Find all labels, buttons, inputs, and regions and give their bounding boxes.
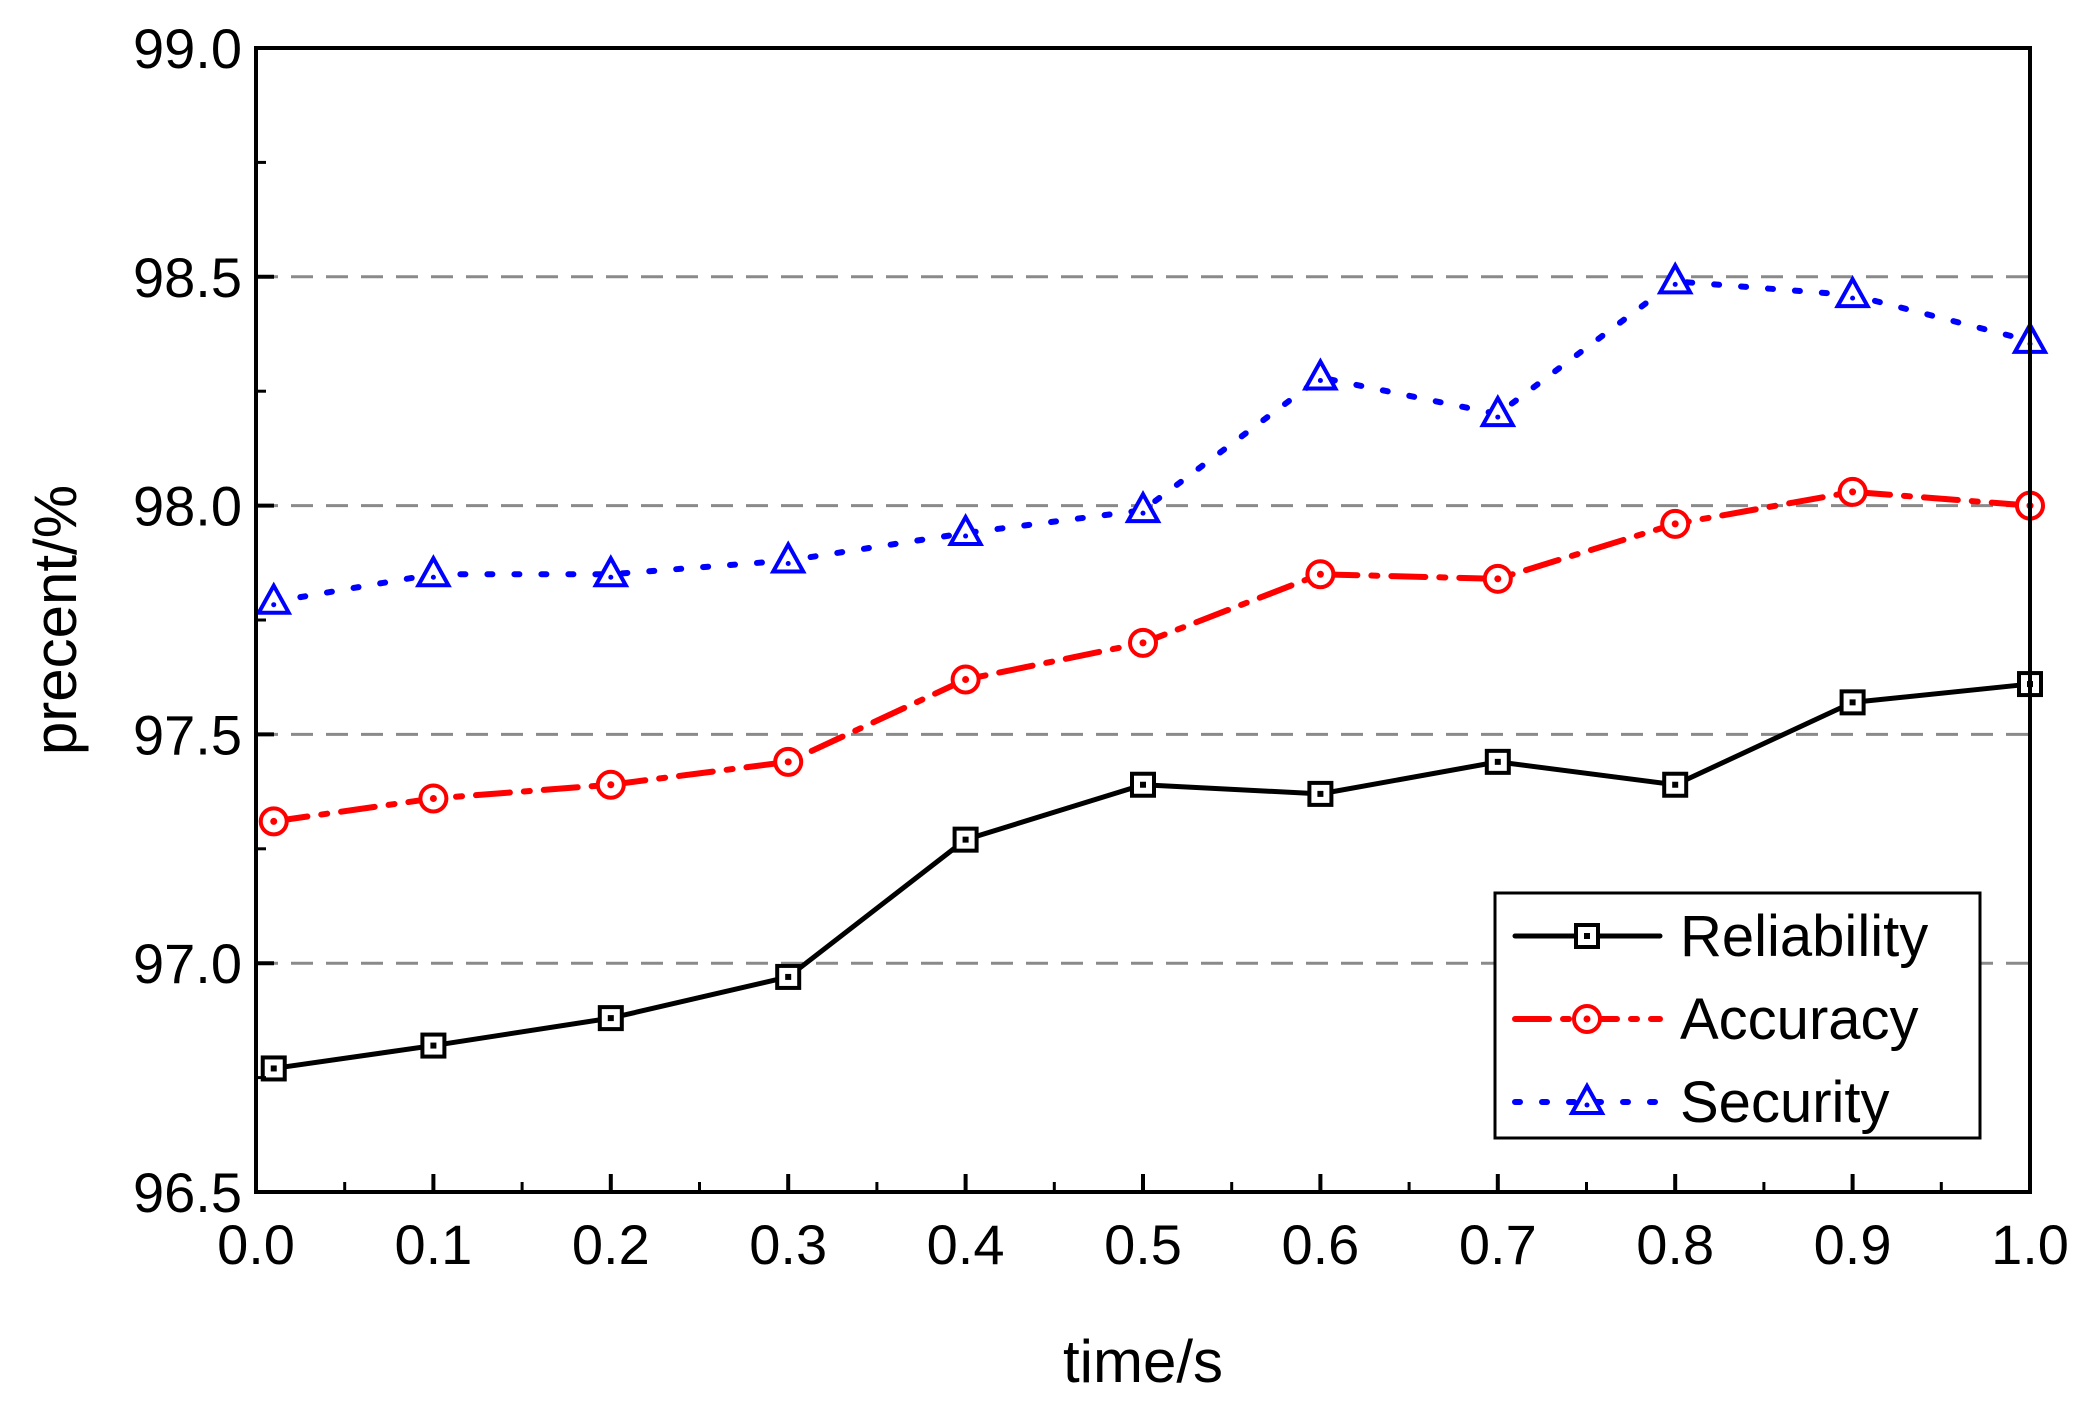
data-point-security-center (430, 574, 436, 580)
data-point-security-center (1850, 295, 1856, 301)
x-tick-label: 0.6 (1281, 1213, 1359, 1276)
legend-label-accuracy: Accuracy (1680, 987, 1919, 1052)
x-tick-label: 0.5 (1104, 1213, 1182, 1276)
data-point-reliability-center (785, 973, 792, 980)
series-accuracy (258, 476, 2045, 837)
data-point-security-center (1672, 281, 1678, 287)
x-tick-label: 0.7 (1459, 1213, 1537, 1276)
gridlines (256, 275, 2030, 965)
data-point-security (1834, 274, 1871, 309)
data-point-reliability-center (962, 836, 969, 843)
data-point-security (769, 540, 807, 574)
x-tick-label: 0.8 (1636, 1213, 1714, 1276)
axis-ticks: 0.0 0.1 0.2 0.3 0.4 0.5 0.6 0.7 0.8 0.9 1.0 96.5 97.… (133, 17, 2069, 1276)
data-point-accuracy-center (1671, 520, 1679, 528)
data-point-security (255, 581, 293, 615)
data-point-security (415, 554, 452, 588)
data-point-security (1302, 357, 1339, 391)
data-point-reliability-center (1494, 758, 1501, 765)
x-tick-label: 0.9 (1814, 1213, 1892, 1276)
data-point-reliability-center (1672, 781, 1679, 788)
y-tick-label: 97.0 (133, 932, 242, 995)
series-layer (255, 261, 2049, 1082)
x-axis-title: time/s (1063, 1328, 1223, 1395)
series-line-security (270, 278, 2033, 605)
data-point-reliability-center (430, 1042, 437, 1049)
legend-marker-security (1568, 1081, 1606, 1115)
data-point-security (1479, 393, 1517, 428)
x-tick-label: 0.1 (394, 1213, 472, 1276)
x-tick-label: 0.4 (927, 1213, 1005, 1276)
y-tick-label: 98.0 (133, 475, 242, 538)
y-tick-label: 96.5 (133, 1161, 242, 1224)
data-point-reliability-center (1317, 790, 1324, 797)
x-tick-label: 1.0 (1991, 1213, 2069, 1276)
data-point-accuracy-center (962, 675, 970, 683)
data-point-accuracy-center (1849, 488, 1857, 496)
data-point-security-center (1140, 510, 1146, 516)
data-point-security (947, 512, 984, 547)
data-point-reliability-center (1140, 781, 1146, 788)
data-point-reliability-center (270, 1065, 277, 1072)
y-axis-title: precent/% (22, 485, 89, 755)
data-point-security (1124, 490, 1162, 524)
legend-marker-security-center (1584, 1102, 1590, 1108)
legend-marker-reliability-center (1584, 933, 1590, 939)
y-tick-label: 99.0 (133, 17, 242, 80)
y-tick-label: 98.5 (133, 246, 242, 309)
data-point-reliability-center (1849, 699, 1856, 706)
data-point-accuracy-center (1316, 570, 1324, 578)
legend-label-reliability: Reliability (1680, 904, 1928, 969)
legend-label-security: Security (1680, 1070, 1890, 1135)
data-point-security-center (608, 574, 614, 580)
x-tick-label: 0.3 (749, 1213, 827, 1276)
data-point-accuracy-center (1139, 639, 1147, 647)
x-tick-label: 0.0 (217, 1213, 295, 1276)
data-point-security-center (1495, 414, 1501, 420)
data-point-security-center (271, 602, 277, 608)
data-point-accuracy-center (270, 817, 278, 825)
data-point-accuracy-center (607, 781, 615, 789)
legend: Reliability Accuracy Security (1493, 891, 1982, 1140)
data-point-accuracy-center (1494, 575, 1502, 583)
series-security (255, 261, 2049, 615)
legend-marker-accuracy-center (1583, 1015, 1591, 1023)
data-point-accuracy-center (784, 758, 792, 766)
x-tick-label: 0.2 (572, 1213, 650, 1276)
data-point-accuracy-center (429, 794, 437, 802)
y-tick-label: 97.5 (133, 703, 242, 766)
data-point-reliability-center (607, 1015, 614, 1022)
data-point-security-center (785, 561, 791, 567)
data-point-security-center (963, 533, 969, 539)
data-point-security-center (1317, 377, 1323, 383)
data-point-security (592, 554, 630, 588)
data-point-security (1656, 261, 1694, 295)
series-reliability (260, 671, 2043, 1082)
